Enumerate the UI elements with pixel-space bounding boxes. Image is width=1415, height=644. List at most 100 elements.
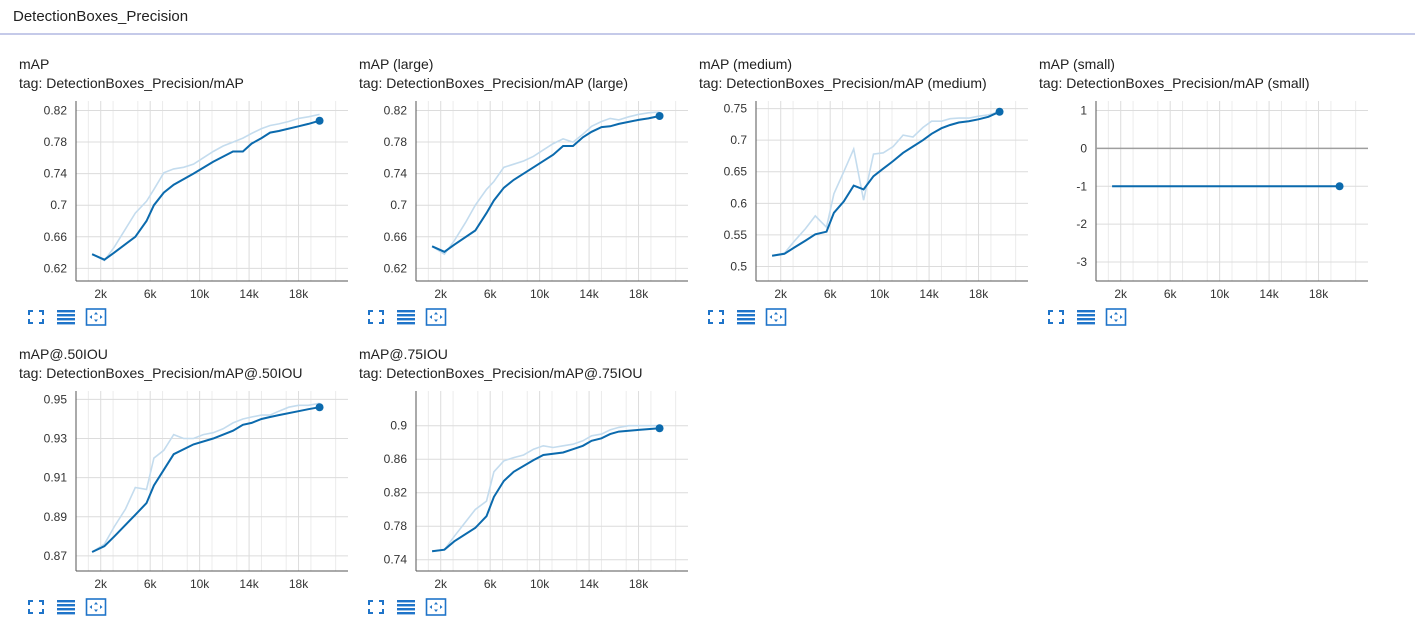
line-chart[interactable]: 0.5 0.55 0.6 0.65 0.7 0.75 2k 6k 10k 14k 18k: [680, 55, 1030, 301]
line-chart[interactable]: -3 -2 -1 0 1 2k 6k 10k 14k 18k: [1020, 55, 1370, 301]
card-tag: tag: DetectionBoxes_Precision/mAP: [19, 75, 244, 91]
fullscreen-button[interactable]: [24, 306, 48, 328]
fit-domain-icon: [1105, 308, 1127, 326]
fullscreen-button[interactable]: [364, 596, 388, 618]
grid: [1096, 101, 1368, 281]
grid: [416, 101, 688, 281]
list-button[interactable]: [54, 596, 78, 618]
list-icon: [1077, 310, 1095, 325]
fit-domain-button[interactable]: [424, 596, 448, 618]
grid: [416, 391, 688, 571]
x-tick-label: 10k: [1210, 287, 1230, 301]
fit-domain-button[interactable]: [424, 306, 448, 328]
raw-series-line: [771, 110, 1000, 257]
fullscreen-button[interactable]: [1044, 306, 1068, 328]
last-point-marker[interactable]: [315, 116, 324, 125]
x-tick-label: 10k: [190, 577, 210, 591]
scalar-card-map-small: mAP (small) tag: DetectionBoxes_Precisio…: [1020, 55, 1368, 345]
y-tick-label: -2: [1076, 217, 1087, 231]
last-point-marker[interactable]: [995, 107, 1004, 116]
y-tick-label: 0.74: [44, 167, 68, 181]
fullscreen-icon: [368, 310, 384, 324]
card-tag: tag: DetectionBoxes_Precision/mAP@.75IOU: [359, 365, 643, 381]
y-tick-label: 0.82: [384, 486, 408, 500]
fit-domain-icon: [85, 308, 107, 326]
card-tag: tag: DetectionBoxes_Precision/mAP (large…: [359, 75, 628, 91]
x-tick-label: 6k: [1164, 287, 1178, 301]
x-tick-label: 10k: [870, 287, 890, 301]
x-tick-label: 2k: [434, 577, 448, 591]
grid: [756, 101, 1028, 281]
x-tick-label: 6k: [144, 287, 158, 301]
fullscreen-icon: [28, 600, 44, 614]
y-tick-label: 0.82: [384, 103, 408, 117]
y-tick-label: 0.75: [724, 102, 748, 116]
card-title: mAP@.75IOU: [359, 346, 448, 362]
smoothed-series-line: [431, 427, 660, 553]
list-button[interactable]: [1074, 306, 1098, 328]
fit-domain-icon: [765, 308, 787, 326]
x-tick-label: 6k: [484, 287, 498, 301]
x-tick-label: 18k: [969, 287, 989, 301]
x-tick-label: 18k: [1309, 287, 1329, 301]
card-title: mAP (large): [359, 56, 434, 72]
y-tick-label: 0.62: [384, 261, 408, 275]
line-chart[interactable]: 0.87 0.89 0.91 0.93 0.95 2k 6k 10k 14k 18k: [0, 345, 350, 591]
smoothed-series-line: [91, 406, 320, 553]
y-tick-label: 0.74: [384, 167, 408, 181]
y-tick-label: 0.95: [44, 392, 68, 406]
last-point-marker[interactable]: [1335, 182, 1344, 191]
list-button[interactable]: [394, 306, 418, 328]
x-tick-label: 18k: [629, 577, 649, 591]
list-button[interactable]: [394, 596, 418, 618]
fit-domain-button[interactable]: [764, 306, 788, 328]
list-icon: [57, 600, 75, 615]
y-tick-label: 0.7: [390, 198, 407, 212]
list-icon: [737, 310, 755, 325]
line-chart[interactable]: 0.62 0.66 0.7 0.74 0.78 0.82 2k 6k 10k 14k 18k: [340, 55, 690, 301]
y-tick-label: 0.78: [384, 135, 408, 149]
scalar-card-map: mAP tag: DetectionBoxes_Precision/mAP 0.…: [0, 55, 348, 345]
y-tick-label: 0.86: [384, 452, 408, 466]
card-title: mAP@.50IOU: [19, 346, 108, 362]
list-icon: [397, 310, 415, 325]
fullscreen-button[interactable]: [364, 306, 388, 328]
fit-domain-button[interactable]: [1104, 306, 1128, 328]
x-tick-label: 10k: [530, 287, 550, 301]
y-tick-label: 0.55: [724, 228, 748, 242]
x-tick-label: 2k: [1114, 287, 1128, 301]
last-point-marker[interactable]: [655, 424, 664, 433]
x-tick-label: 18k: [289, 287, 309, 301]
scalar-card-map-50iou: mAP@.50IOU tag: DetectionBoxes_Precision…: [0, 345, 348, 635]
x-tick-label: 6k: [484, 577, 498, 591]
card-title: mAP (medium): [699, 56, 793, 72]
fullscreen-button[interactable]: [24, 596, 48, 618]
list-button[interactable]: [734, 306, 758, 328]
last-point-marker[interactable]: [315, 403, 324, 412]
y-tick-label: 0.66: [44, 230, 68, 244]
group-header[interactable]: DetectionBoxes_Precision: [0, 0, 1415, 35]
x-tick-label: 6k: [144, 577, 158, 591]
y-tick-label: 0.62: [44, 261, 68, 275]
y-tick-label: 0.78: [384, 519, 408, 533]
y-tick-label: 0.7: [730, 133, 747, 147]
fullscreen-button[interactable]: [704, 306, 728, 328]
fit-domain-icon: [85, 598, 107, 616]
smoothed-series-line: [91, 119, 320, 261]
list-button[interactable]: [54, 306, 78, 328]
line-chart[interactable]: 0.74 0.78 0.82 0.86 0.9 2k 6k 10k 14k 18k: [340, 345, 690, 591]
fullscreen-icon: [28, 310, 44, 324]
fullscreen-icon: [708, 310, 724, 324]
line-chart[interactable]: 0.62 0.66 0.7 0.74 0.78 0.82 2k 6k 10k 14k 18k: [0, 55, 350, 301]
last-point-marker[interactable]: [655, 112, 664, 120]
y-tick-label: -1: [1076, 179, 1087, 193]
x-tick-label: 10k: [530, 577, 550, 591]
fit-domain-button[interactable]: [84, 596, 108, 618]
fit-domain-button[interactable]: [84, 306, 108, 328]
y-tick-label: 0.78: [44, 135, 68, 149]
grid: [76, 101, 348, 281]
raw-series-line: [431, 111, 660, 256]
card-title: mAP (small): [1039, 56, 1115, 72]
card-title: mAP: [19, 56, 50, 72]
scalar-card-map-75iou: mAP@.75IOU tag: DetectionBoxes_Precision…: [340, 345, 688, 635]
